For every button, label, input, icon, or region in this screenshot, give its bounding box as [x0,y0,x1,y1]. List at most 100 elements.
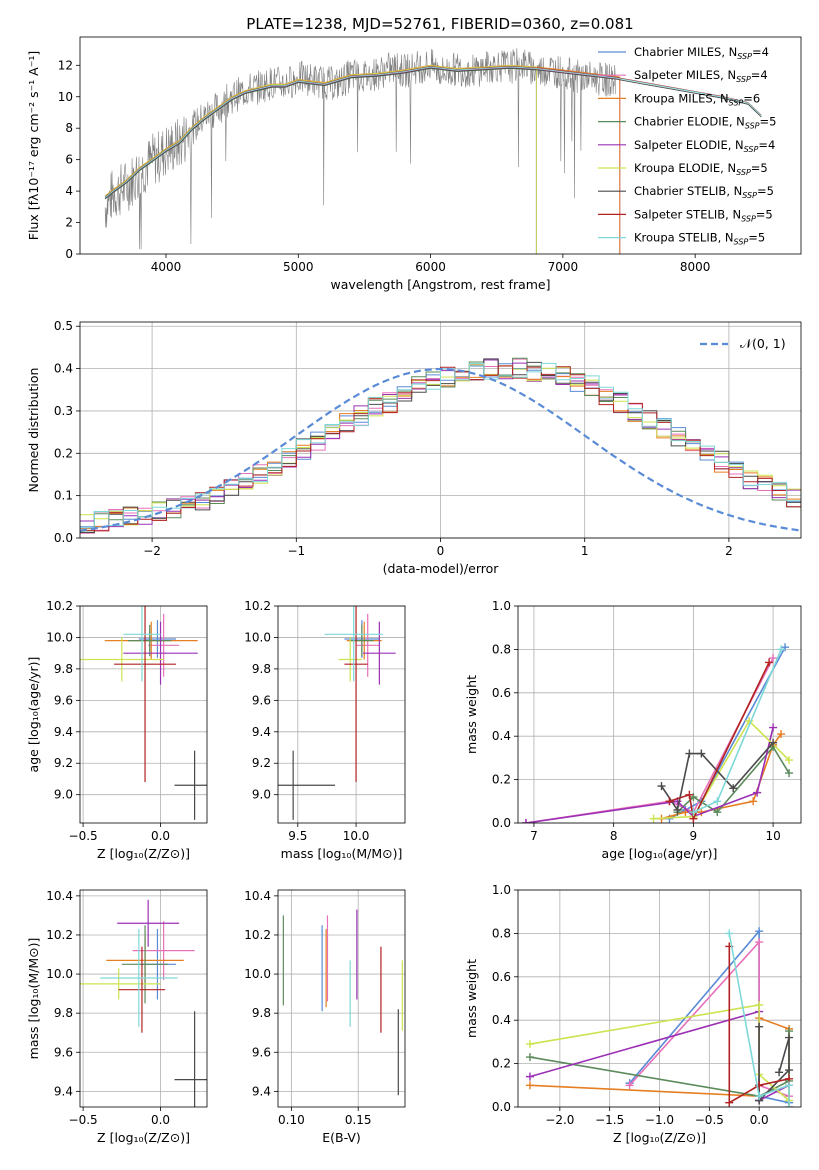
y-tick-label: 0.6 [492,686,511,700]
legend-entry: 𝒩(0, 1) [740,336,786,351]
legend-entry: Salpeter STELIB, NSSP=5 [634,207,773,223]
legend-entry: Chabrier MILES, NSSP=4 [634,45,769,61]
weight-marker [725,929,734,938]
y-axis-label: Normed distribution [26,368,41,493]
errorbar-point [100,929,178,1027]
y-tick-label: 9.6 [252,693,271,707]
weight-marker [625,1081,634,1090]
plot-area [525,927,794,1107]
y-tick-label: 10.2 [244,928,271,942]
weight-marker [729,784,738,793]
weight-marker [769,723,778,732]
legend: Chabrier MILES, NSSP=4 Salpeter MILES, NS… [598,45,776,247]
y-tick-label: 0.5 [54,319,73,333]
y-tick-label: 10.4 [46,889,73,903]
model-line-5 [104,65,537,254]
weight-marker [765,658,774,667]
y-tick-label: 9.2 [252,756,271,770]
panel-mass-vs-ebv: 0.10 0.15 9.4 9.6 9.8 10.0 10.2 10.4 E(B-V) [244,889,406,1145]
errorbar-point [128,624,172,657]
panel-spectrum: 4000 5000 6000 7000 8000 0 2 4 6 8 10 12 wavelength … [26,36,802,292]
weight-marker [777,730,786,739]
x-tick-label: 0.10 [278,1113,305,1127]
weight-marker [725,1098,734,1107]
weight-marker [673,805,682,814]
y-tick-label: 10.0 [46,630,73,644]
y-tick-label: 12 [58,58,73,72]
x-axis-label: age [log₁₀(age/yr)] [602,846,718,861]
errorbar-point [80,968,161,1000]
y-tick-label: 0.6 [492,970,511,984]
y-tick-label: 0.1 [54,489,73,503]
y-tick-label: 0.2 [492,1057,511,1071]
legend-entry: Kroupa MILES, NSSP=6 [634,91,760,107]
weight-marker [785,1066,794,1075]
weight-marker [525,1081,534,1090]
x-tick-label: 1 [581,544,589,558]
errorbar-point [148,613,180,677]
y-tick-label: 9.8 [252,1006,271,1020]
y-tick-label: 0.0 [492,816,511,830]
y-tick-label: 0.0 [492,1100,511,1114]
model-line-4 [104,66,537,254]
plot-area [80,606,207,820]
x-tick-label: 7 [530,829,538,843]
weight-marker [755,938,764,947]
y-axis-label: mass [log₁₀(M/M⊙)] [26,938,41,1060]
weight-line-8 [728,933,790,1107]
normal-curve [80,367,801,532]
weight-marker [685,749,694,758]
plot-area [521,643,794,823]
weight-marker [657,782,666,791]
weight-marker [775,1068,784,1077]
x-tick-label: 8000 [680,260,711,274]
y-axis-label: mass weight [464,675,479,754]
weight-marker [713,808,722,817]
errorbar-point [123,621,198,685]
weight-line-7 [669,662,770,822]
model-line-0 [104,65,621,254]
panels: 4000 5000 6000 7000 8000024681012wavelength … [26,36,802,1145]
y-tick-label: 9.2 [54,756,73,770]
x-tick-label: −2 [143,544,161,558]
plot-area [80,357,801,534]
weight-marker [755,1001,764,1010]
x-tick-label: 0.0 [151,1113,170,1127]
y-tick-label: 1.0 [492,883,511,897]
x-tick-label: −0.5 [69,829,98,843]
weight-line-7 [728,946,790,1105]
weight-marker [769,654,778,663]
weight-marker [755,927,764,936]
legend-entry: Salpeter MILES, NSSP=4 [634,68,768,84]
y-tick-label: 9.4 [54,725,73,739]
weight-marker [665,797,674,806]
errorbar-point [356,613,380,677]
weight-marker [713,797,722,806]
errorbar-point [123,606,161,682]
errorbar-point [278,750,336,820]
y-tick-label: 0.3 [54,404,73,418]
errorbar-point [174,750,207,820]
x-tick-label: 4000 [151,260,182,274]
x-tick-label: −1 [287,544,305,558]
plot-area [278,606,396,820]
x-axis-label: Z [log₁₀(Z/Z⊙)] [97,1130,190,1145]
weight-marker [755,1092,764,1101]
axes-frame [517,605,802,824]
weight-marker [689,808,698,817]
x-axis-label: Z [log₁₀(Z/Z⊙)] [97,846,190,861]
y-tick-label: 9.8 [54,1006,73,1020]
errorbar-point [138,620,177,658]
x-tick-label: 0.15 [345,1113,372,1127]
x-tick-label: 8 [610,829,618,843]
histogram-0 [80,363,801,528]
weight-marker [785,1103,794,1107]
x-axis-label: (data-model)/error [383,561,500,576]
y-tick-label: 10.2 [244,599,271,613]
weight-marker [525,1072,534,1081]
y-tick-label: 0.2 [492,773,511,787]
panel-massweight-vs-Z: −2.0 −1.5 −1.0 −0.5 0.0 0.0 0.2 0.4 0.6 0.8 1.0 Z [… [464,883,802,1145]
panel-massweight-vs-age: 7 8 9 10 0.0 0.2 0.4 0.6 0.8 1.0 age [log₁₀(age/yr… [464,599,802,861]
weight-line-1 [525,657,774,823]
